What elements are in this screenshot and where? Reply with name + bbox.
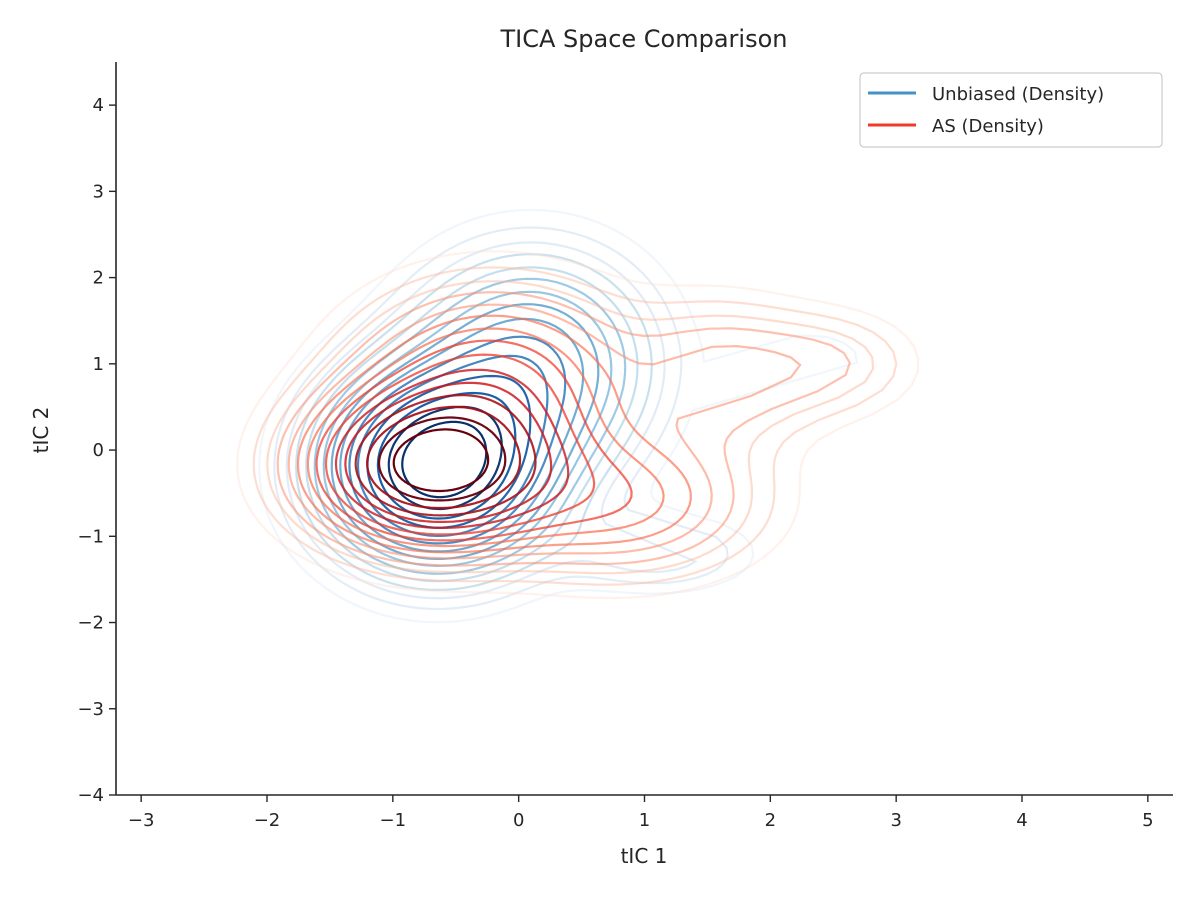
as-contour-line	[276, 291, 852, 567]
x-tick-label: 4	[1016, 810, 1027, 831]
as-contour-line	[377, 416, 507, 502]
plot-area	[236, 208, 920, 624]
as-contour-line	[366, 405, 522, 510]
x-tick-label: 2	[765, 810, 776, 831]
x-tick-label: 5	[1142, 810, 1153, 831]
y-tick-label: 1	[93, 354, 104, 375]
x-tick-label: −3	[128, 810, 155, 831]
unbiased-contour-line	[273, 226, 729, 611]
x-axis-label: tIC 1	[621, 844, 668, 868]
as-contour-line	[236, 250, 920, 600]
contours-as	[236, 250, 920, 600]
chart-title: TICA Space Comparison	[499, 25, 787, 53]
unbiased-contour-line	[258, 208, 859, 624]
y-tick-label: 0	[93, 440, 104, 461]
as-contour-line	[296, 314, 692, 554]
y-ticks: −4 −3 −2 −1 0 1 2 3 4	[77, 95, 116, 806]
y-tick-label: 2	[93, 268, 104, 289]
legend: Unbiased (Density) AS (Density)	[859, 72, 1163, 148]
as-contour-line	[354, 393, 537, 517]
legend-label-unbiased: Unbiased (Density)	[932, 84, 1104, 105]
unbiased-contour-line	[401, 420, 488, 499]
x-tick-label: 3	[890, 810, 901, 831]
x-ticks: −3 −2 −1 0 1 2 3 4 5	[128, 795, 1154, 831]
legend-frame	[859, 72, 1163, 148]
x-tick-label: −1	[380, 810, 407, 831]
as-contour-line	[287, 303, 802, 560]
unbiased-contour-line	[376, 391, 517, 520]
y-tick-label: 4	[93, 95, 104, 116]
as-contour-line	[306, 327, 665, 548]
x-tick-label: 0	[513, 810, 524, 831]
y-tick-label: −2	[77, 613, 104, 634]
y-tick-label: −3	[77, 699, 104, 720]
x-tick-label: 1	[639, 810, 650, 831]
y-tick-label: 3	[93, 181, 104, 202]
as-contour-line	[252, 266, 898, 586]
y-tick-label: −4	[77, 785, 104, 806]
as-contour-line	[344, 381, 553, 523]
as-contour-line	[324, 353, 596, 536]
as-contour-line	[315, 339, 633, 542]
y-axis-label: tIC 2	[29, 407, 53, 454]
as-contour-line	[392, 428, 490, 493]
as-contour-line	[266, 280, 875, 575]
legend-label-as: AS (Density)	[932, 116, 1044, 137]
unbiased-contour-line	[295, 253, 653, 591]
unbiased-contour-line	[305, 266, 639, 583]
unbiased-contour-line	[285, 241, 698, 600]
as-contour-line	[334, 368, 570, 529]
y-tick-label: −1	[77, 526, 104, 547]
x-tick-label: −2	[254, 810, 281, 831]
